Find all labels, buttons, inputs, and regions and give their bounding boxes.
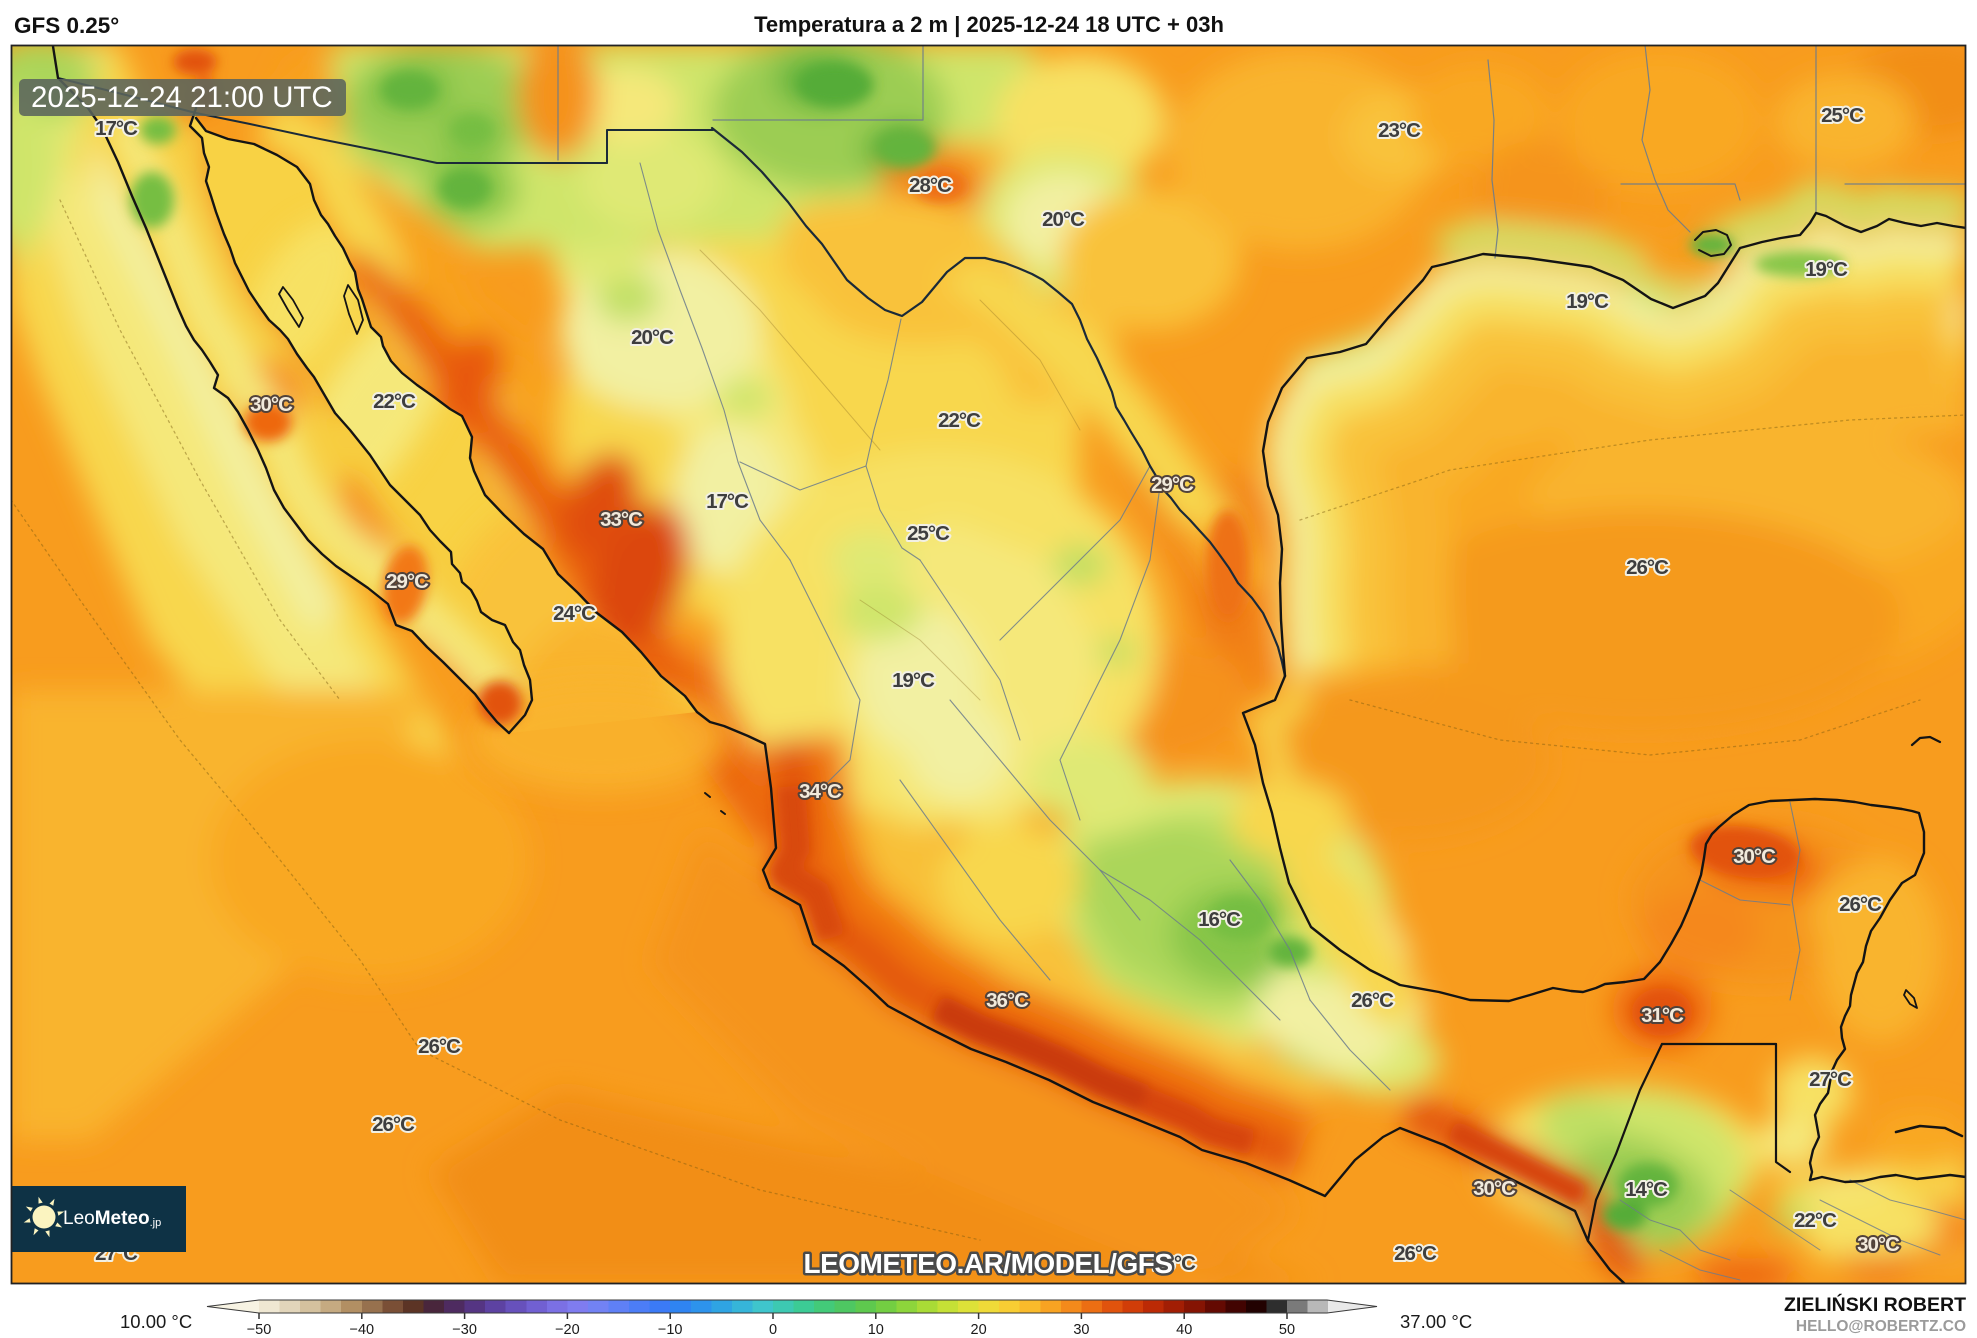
svg-text:−30: −30: [452, 1322, 477, 1338]
svg-text:30°C: 30°C: [1733, 845, 1776, 868]
svg-text:23°C: 23°C: [1378, 119, 1421, 142]
svg-text:20°C: 20°C: [631, 326, 674, 349]
svg-text:29°C: 29°C: [386, 570, 429, 593]
svg-text:25°C: 25°C: [907, 522, 950, 545]
svg-text:28°C: 28°C: [909, 174, 952, 197]
svg-text:30°C: 30°C: [1473, 1177, 1516, 1200]
svg-text:17°C: 17°C: [95, 117, 138, 140]
svg-text:−20: −20: [555, 1322, 580, 1338]
svg-text:31°C: 31°C: [1641, 1004, 1684, 1027]
svg-text:14°C: 14°C: [1625, 1178, 1668, 1201]
svg-text:26°C: 26°C: [418, 1035, 461, 1058]
svg-text:LEOMETEO.AR/MODEL/GFS: LEOMETEO.AR/MODEL/GFS: [803, 1248, 1172, 1279]
svg-text:2025-12-24 21:00 UTC: 2025-12-24 21:00 UTC: [31, 81, 333, 114]
svg-text:19°C: 19°C: [1805, 258, 1848, 281]
svg-text:26°C: 26°C: [1626, 556, 1669, 579]
svg-text:40: 40: [1176, 1322, 1192, 1338]
svg-text:−50: −50: [247, 1322, 272, 1338]
svg-text:16°C: 16°C: [1198, 908, 1241, 931]
svg-text:37.00 °C: 37.00 °C: [1400, 1311, 1472, 1332]
svg-text:34°C: 34°C: [799, 780, 842, 803]
svg-text:26°C: 26°C: [1153, 1252, 1196, 1275]
svg-text:LeoMeteo.jp: LeoMeteo.jp: [63, 1208, 161, 1229]
svg-text:30°C: 30°C: [1857, 1233, 1900, 1256]
svg-text:17°C: 17°C: [706, 490, 749, 513]
svg-text:−40: −40: [349, 1322, 374, 1338]
svg-text:26°C: 26°C: [1394, 1242, 1437, 1265]
svg-text:26°C: 26°C: [372, 1113, 415, 1136]
svg-text:ZIELIŃSKI ROBERT: ZIELIŃSKI ROBERT: [1784, 1293, 1966, 1316]
svg-text:19°C: 19°C: [892, 669, 935, 692]
svg-text:10.00 °C: 10.00 °C: [120, 1311, 192, 1332]
svg-text:25°C: 25°C: [1821, 104, 1864, 127]
svg-text:29°C: 29°C: [1151, 473, 1194, 496]
svg-text:GFS 0.25°: GFS 0.25°: [14, 13, 119, 38]
svg-text:33°C: 33°C: [600, 508, 643, 531]
svg-text:22°C: 22°C: [1794, 1209, 1837, 1232]
svg-text:19°C: 19°C: [1566, 290, 1609, 313]
svg-text:30: 30: [1073, 1322, 1089, 1338]
svg-text:10: 10: [868, 1322, 884, 1338]
svg-text:0: 0: [769, 1322, 777, 1338]
svg-text:24°C: 24°C: [553, 602, 596, 625]
svg-text:36°C: 36°C: [986, 989, 1029, 1012]
svg-text:20°C: 20°C: [1042, 208, 1085, 231]
svg-text:26°C: 26°C: [1351, 989, 1394, 1012]
svg-text:26°C: 26°C: [1839, 893, 1882, 916]
svg-text:50: 50: [1279, 1322, 1295, 1338]
svg-text:Temperatura a 2 m | 2025-12-24: Temperatura a 2 m | 2025-12-24 18 UTC + …: [754, 12, 1224, 37]
svg-text:27°C: 27°C: [1809, 1068, 1852, 1091]
svg-text:20: 20: [971, 1322, 987, 1338]
svg-text:22°C: 22°C: [373, 390, 416, 413]
svg-text:22°C: 22°C: [938, 409, 981, 432]
svg-text:HELLO@ROBERTZ.CO: HELLO@ROBERTZ.CO: [1796, 1318, 1966, 1335]
svg-text:−10: −10: [658, 1322, 683, 1338]
svg-text:30°C: 30°C: [250, 393, 293, 416]
